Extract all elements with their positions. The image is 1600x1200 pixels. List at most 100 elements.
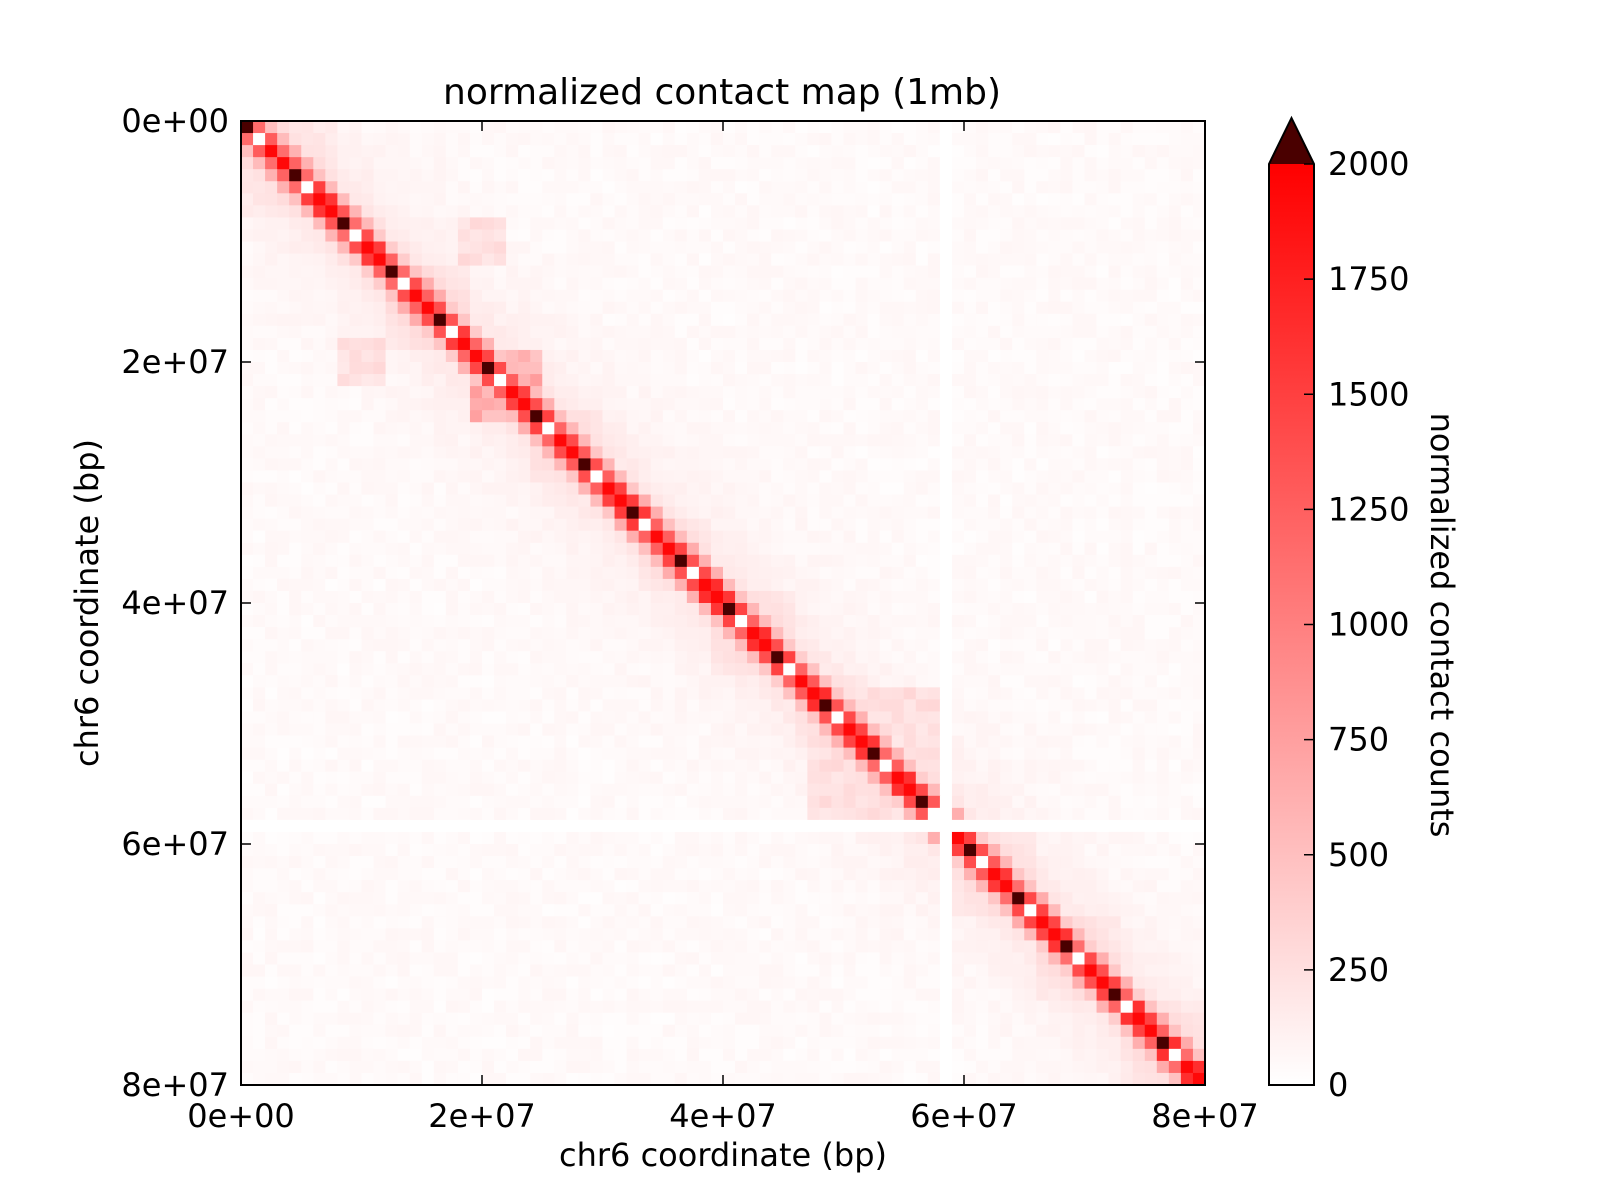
heatmap-cell	[1108, 217, 1122, 230]
heatmap-cell	[686, 735, 700, 748]
heatmap-cell	[939, 482, 953, 495]
heatmap-cell	[445, 663, 459, 676]
heatmap-cell	[1084, 349, 1097, 363]
heatmap-cell	[783, 603, 796, 616]
heatmap-cell	[1120, 458, 1134, 471]
heatmap-cell	[771, 554, 784, 568]
heatmap-cell	[650, 530, 664, 544]
heatmap-cell	[397, 458, 411, 471]
heatmap-cell	[964, 795, 977, 809]
heatmap-cell	[831, 422, 844, 435]
heatmap-cell	[915, 301, 929, 315]
heatmap-cell	[951, 518, 965, 532]
heatmap-cell	[385, 856, 399, 869]
heatmap-cell	[325, 253, 338, 266]
heatmap-cell	[735, 349, 748, 363]
heatmap-cell	[783, 229, 796, 242]
heatmap-cell	[241, 374, 254, 387]
heatmap-cell	[602, 133, 615, 146]
heatmap-cell	[397, 205, 411, 218]
heatmap-cell	[542, 759, 555, 773]
heatmap-cell	[626, 771, 640, 785]
heatmap-cell	[819, 542, 832, 556]
heatmap-cell	[915, 374, 929, 387]
heatmap-cell	[843, 265, 856, 279]
heatmap-cell	[927, 603, 941, 616]
heatmap-cell	[915, 566, 929, 580]
heatmap-cell	[891, 422, 905, 435]
heatmap-cell	[602, 747, 615, 761]
heatmap-cell	[939, 289, 953, 303]
heatmap-cell	[397, 578, 411, 592]
heatmap-cell	[241, 362, 254, 375]
heatmap-cell	[855, 133, 868, 146]
heatmap-cell	[662, 627, 676, 640]
heatmap-cell	[265, 856, 278, 869]
heatmap-cell	[457, 205, 471, 218]
heatmap-cell	[289, 458, 302, 471]
heatmap-cell	[939, 145, 953, 158]
heatmap-cell	[939, 506, 953, 520]
heatmap-cell	[1120, 434, 1134, 447]
heatmap-cell	[939, 590, 953, 604]
heatmap-cell	[1084, 783, 1097, 797]
heatmap-cell	[614, 783, 627, 797]
heatmap-cell	[723, 169, 736, 182]
heatmap-cell	[578, 639, 591, 652]
heatmap-cell	[964, 687, 977, 700]
heatmap-cell	[457, 325, 471, 339]
heatmap-cell	[1132, 711, 1146, 724]
heatmap-cell	[723, 615, 736, 628]
heatmap-cell	[337, 747, 350, 761]
heatmap-cell	[482, 783, 495, 797]
heatmap-cell	[349, 566, 362, 580]
heatmap-cell	[445, 470, 459, 483]
heatmap-cell	[626, 530, 640, 544]
heatmap-cell	[241, 687, 254, 700]
heatmap-cell	[289, 410, 302, 423]
heatmap-cell	[626, 723, 640, 736]
heatmap-cell	[253, 470, 266, 483]
heatmap-cell	[590, 193, 603, 206]
heatmap-cell	[831, 362, 844, 375]
heatmap-cell	[590, 603, 603, 616]
heatmap-cell	[469, 807, 483, 821]
heatmap-cell	[313, 193, 326, 206]
heatmap-cell	[771, 277, 784, 291]
heatmap-cell	[855, 374, 868, 387]
heatmap-cell	[795, 193, 808, 206]
heatmap-cell	[674, 590, 688, 604]
heatmap-cell	[1192, 446, 1206, 459]
heatmap-cell	[1144, 506, 1158, 520]
heatmap-cell	[951, 205, 965, 218]
heatmap-cell	[518, 374, 531, 387]
heatmap-cell	[373, 554, 386, 568]
heatmap-cell	[855, 181, 868, 194]
heatmap-cell	[361, 735, 374, 748]
heatmap-cell	[265, 639, 278, 652]
heatmap-cell	[867, 205, 881, 218]
heatmap-cell	[903, 458, 917, 471]
heatmap-cell	[638, 410, 652, 423]
heatmap-cell	[349, 362, 362, 375]
heatmap-cell	[506, 518, 519, 532]
heatmap-cell	[951, 831, 965, 845]
heatmap-cell	[831, 590, 844, 604]
heatmap-cell	[1180, 518, 1194, 532]
heatmap-cell	[747, 675, 760, 688]
heatmap-cell	[397, 566, 411, 580]
heatmap-cell	[385, 627, 399, 640]
heatmap-cell	[1084, 133, 1097, 146]
heatmap-cell	[927, 771, 941, 785]
heatmap-cell	[265, 771, 278, 785]
heatmap-cell	[1060, 651, 1073, 664]
heatmap-cell	[927, 747, 941, 761]
heatmap-cell	[373, 687, 386, 700]
heatmap-cell	[879, 627, 893, 640]
heatmap-cell	[927, 518, 941, 532]
heatmap-cell	[843, 711, 856, 724]
heatmap-cell	[626, 699, 640, 712]
heatmap-cell	[409, 422, 423, 435]
heatmap-cell	[337, 482, 350, 495]
heatmap-cell	[843, 506, 856, 520]
